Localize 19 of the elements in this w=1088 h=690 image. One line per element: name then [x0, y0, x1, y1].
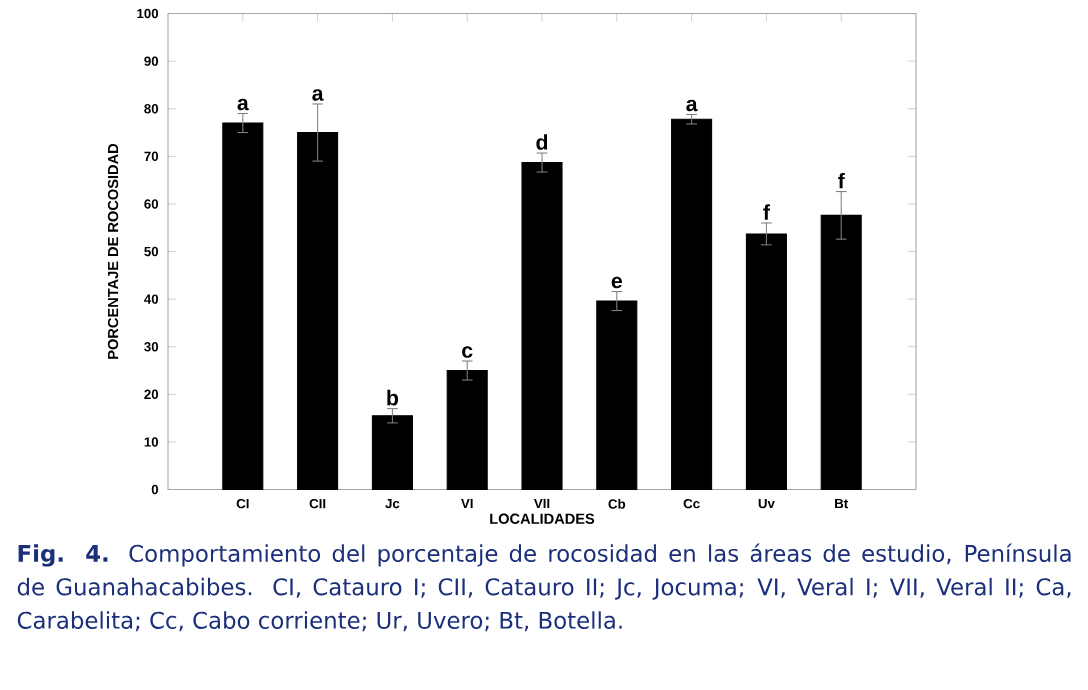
annotation: f [838, 173, 845, 189]
annotation: a [312, 89, 324, 101]
annotation: a [237, 98, 249, 111]
annotation: a [686, 99, 698, 112]
bar [222, 122, 264, 491]
bar [596, 300, 638, 491]
annotation: d [536, 134, 548, 151]
bar [745, 233, 787, 491]
annotation: b [387, 390, 399, 406]
annotation: e [611, 276, 622, 289]
text: Fig. 4. Comportamiento del porcentaje de rocosidad en las áreas de estudio, Península de Guanahacabibes. CI, Catauro I; CII, Catauro II; Jc, Jocuma; VI, Veral I; VII, Veral II; Ca, Carabelita; Cc, Cabo corriente; Ur, Uvero; Bt, Botella. [17, 543, 1071, 632]
bar [446, 370, 488, 491]
bar [371, 415, 413, 491]
bar [521, 162, 563, 491]
annotation: c [462, 346, 473, 359]
bar [297, 132, 339, 491]
bar [820, 215, 862, 491]
bar [671, 118, 713, 491]
annotation: f [763, 204, 770, 220]
